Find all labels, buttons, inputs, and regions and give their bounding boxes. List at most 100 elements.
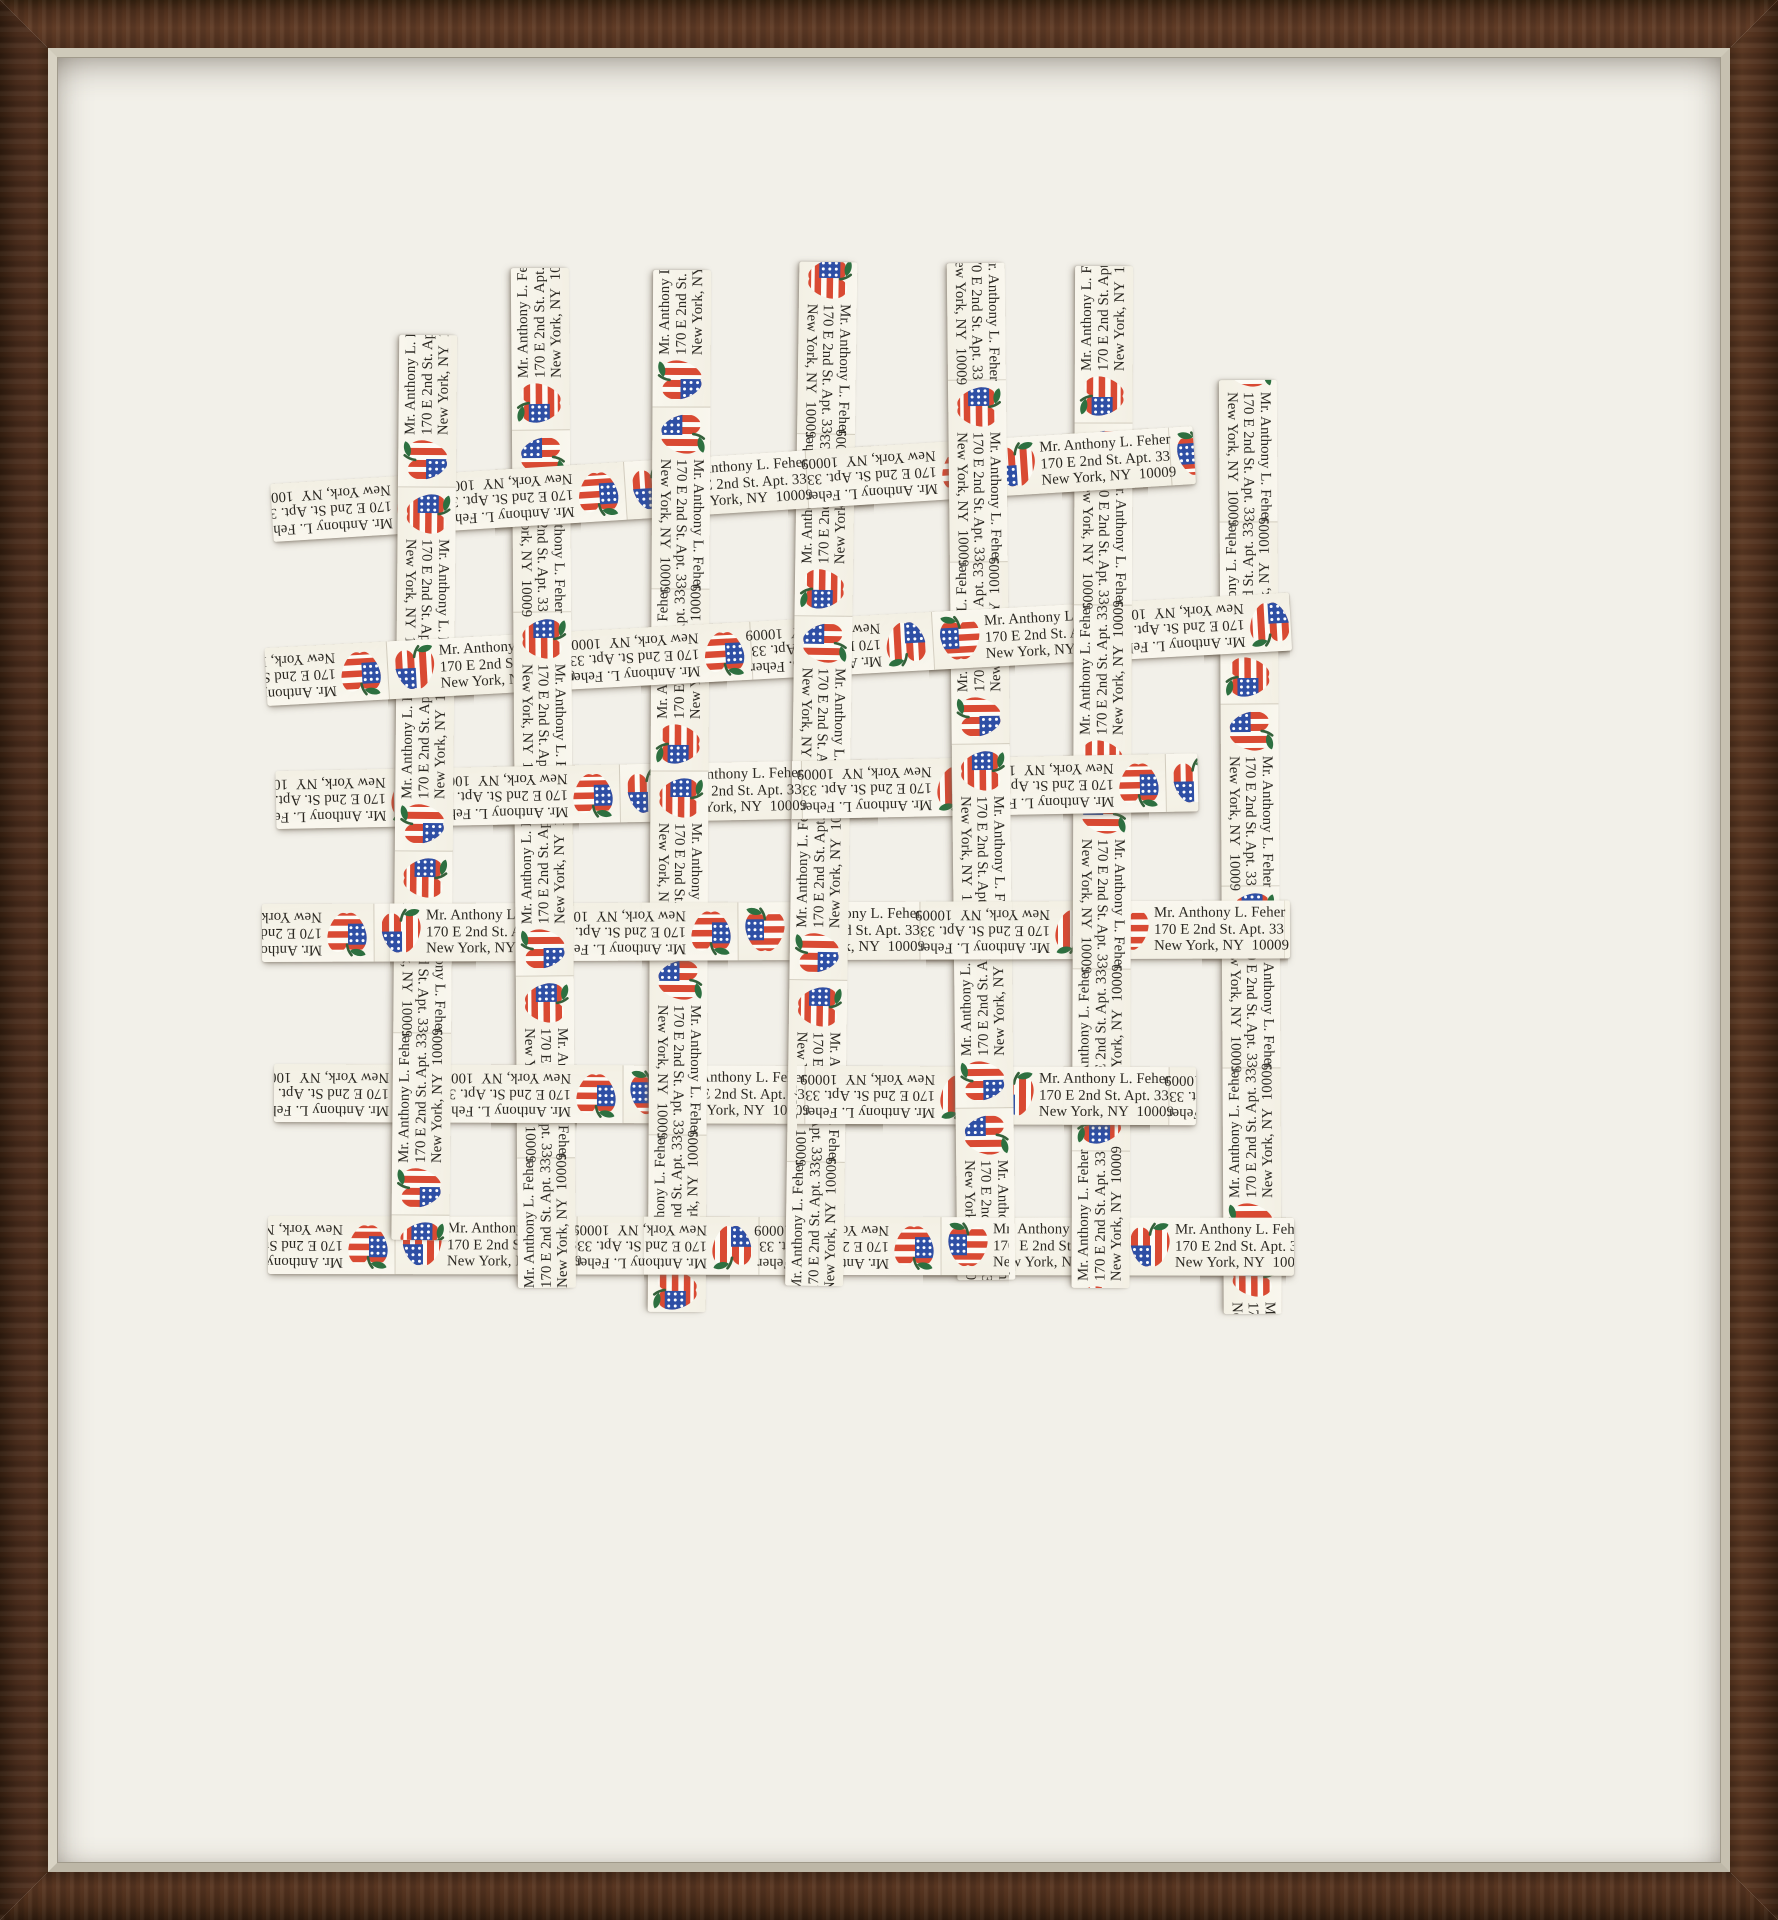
flag-apple-icon: [1225, 657, 1270, 697]
label-strip-vertical: Mr. Anthony L. Feher 170 E 2nd St. Apt. 3…: [785, 261, 858, 1287]
flag-apple-icon: [957, 387, 1001, 427]
flag-apple-icon: [400, 804, 445, 844]
address-line-3: New York, NY 10009: [1108, 1145, 1126, 1282]
address-line-2: 170 E 2nd St. Apt. 33: [644, 1237, 708, 1255]
address-line-3: New York, NY 10009: [435, 334, 453, 436]
address-line-2: 170 E 2nd St. Apt. 33: [642, 923, 687, 941]
address-line-1: Mr. Anthony L. Feher: [800, 796, 879, 815]
address-line-2: 170 E 2nd St. Apt. 33: [537, 1157, 555, 1289]
flag-apple-icon: [403, 440, 448, 480]
flag-apple-icon: [520, 929, 565, 969]
address-line-2: 170 E 2nd St. Apt. 33: [274, 1085, 390, 1102]
address-line-1: Mr. Anthony L. Feher: [402, 334, 420, 435]
flag-apple-icon: [885, 621, 927, 667]
flag-apple-icon: [516, 383, 561, 423]
flag-apple-icon: [964, 1115, 1009, 1155]
address-line-3: New York, NY 10009: [1228, 1302, 1245, 1314]
flag-apple-icon: [576, 1074, 578, 1114]
address-line-1: Mr. Anthony L. Feher: [521, 1156, 539, 1289]
address-line-1: Mr. Anthony L. Feher: [926, 939, 1012, 956]
flag-apple-icon: [390, 908, 421, 953]
address-line-3: New York, NY 10009: [690, 269, 707, 356]
address-line-1: Mr. Anthony L. Feher: [984, 262, 1002, 382]
flag-apple-icon: [577, 471, 620, 516]
flag-apple-icon: [576, 1074, 616, 1118]
flag-apple-icon: [807, 261, 853, 299]
flag-apple-icon: [799, 569, 845, 609]
address-line-3: New York, NY 10009: [493, 770, 568, 789]
flag-apple-icon: [795, 933, 839, 973]
address-line-3: New York, NY 10009: [801, 303, 820, 439]
address-line-1: Mr. Anthony L. Feher: [493, 803, 569, 822]
address-line-1: Mr. Anthony L. Feher: [1226, 1066, 1244, 1199]
flag-apple-icon: [948, 1222, 988, 1267]
address-line-2: 170 E 2nd St. Apt. 33: [1244, 1302, 1262, 1314]
flag-apple-icon: [655, 724, 700, 764]
address-line-2: 170 E 2nd St. Apt. 33: [805, 1087, 883, 1104]
address-line-2: 170 E 2nd St. Apt. 33: [801, 780, 879, 799]
flag-apple-icon: [659, 778, 704, 818]
address-line-3: New York, NY 10009: [926, 906, 1012, 923]
flag-apple-icon: [745, 907, 785, 952]
address-line-2: 170 E 2nd St. Apt. 33: [1240, 391, 1257, 522]
flag-apple-icon: [960, 751, 1005, 791]
address-line-1: Mr. Anthony L. Feher: [1258, 755, 1276, 888]
address-line-1: Mr. Anthony L. Feher: [491, 1102, 571, 1119]
address-line-2: 170 E 2nd St. Apt. 33: [1200, 1238, 1287, 1255]
address-line-2: 170 E 2nd St. Apt. 33: [1062, 776, 1115, 794]
address-line-3: New York, NY 10009: [822, 1156, 841, 1287]
address-line-3: New York, NY 10009: [796, 763, 879, 782]
address-line-2: 170 E 2nd St. Apt. 33: [1093, 838, 1111, 969]
flag-apple-icon: [1176, 431, 1196, 476]
address-line-2: 170 E 2nd St. Apt. 33: [673, 269, 691, 356]
address-line-2: 170 E 2nd St. Apt. 33: [1242, 755, 1259, 886]
flag-apple-icon: [712, 1225, 731, 1270]
flag-apple-icon: [956, 697, 1001, 737]
address-line-1: Mr. Anthony L. Feher: [1167, 1105, 1197, 1122]
address-line-1: Mr. Anthony L. Feher: [834, 304, 853, 436]
flag-apple-icon: [657, 360, 702, 400]
label-strip-vertical: Mr. Anthony L. Feher 170 E 2nd St. Apt. 3…: [391, 334, 458, 1241]
address-line-3: New York, NY 10009: [1110, 599, 1128, 736]
address-line-1: Mr. Anthony L. Feher: [986, 431, 1004, 564]
